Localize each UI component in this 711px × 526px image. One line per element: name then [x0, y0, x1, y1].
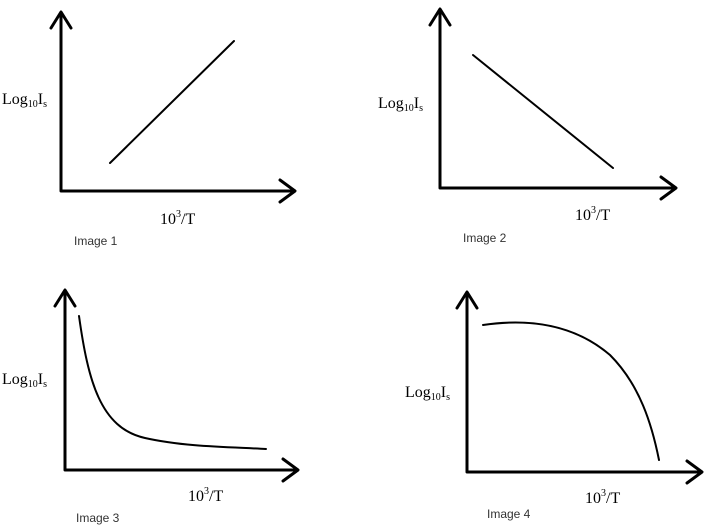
panel-3: Log10Is 103/T Image 3 — [2, 288, 300, 525]
panel-2-x-label: 103/T — [575, 205, 610, 224]
panel-3-caption: Image 3 — [76, 511, 120, 525]
panel-1-axes — [59, 13, 293, 193]
panel-3-x-arrowhead — [281, 457, 300, 483]
panel-3-decay-curve — [78, 315, 267, 450]
panel-1-y-label: Log10Is — [2, 91, 47, 110]
panel-1-x-arrowhead — [278, 178, 297, 204]
panel-2-x-arrowhead — [659, 175, 678, 201]
panel-1-y-arrowhead — [49, 10, 73, 30]
panel-2-falling-line — [472, 54, 614, 169]
panel-1-caption: Image 1 — [74, 234, 118, 248]
panel-4-axes — [465, 293, 700, 474]
panel-1-x-label: 103/T — [160, 209, 195, 228]
panel-1-rising-line — [109, 40, 235, 164]
panel-4: Log10Is 103/T Image 4 — [405, 290, 704, 521]
panel-4-x-label: 103/T — [585, 488, 620, 507]
panel-3-x-label: 103/T — [188, 486, 223, 505]
panel-4-y-arrowhead — [455, 290, 479, 310]
panel-3-y-arrowhead — [53, 288, 77, 308]
panel-3-axes — [63, 291, 296, 472]
panel-4-dropoff-curve — [482, 321, 660, 461]
panel-2-y-arrowhead — [428, 7, 452, 27]
panel-4-y-label: Log10Is — [405, 384, 450, 403]
panel-3-y-label: Log10Is — [2, 371, 47, 390]
panel-4-caption: Image 4 — [487, 507, 531, 521]
panel-4-x-arrowhead — [685, 459, 704, 485]
panel-1: Log10Is 103/T Image 1 — [2, 10, 297, 248]
panel-2-caption: Image 2 — [463, 231, 507, 245]
panel-2-axes — [438, 10, 674, 190]
panel-2: Log10Is 103/T Image 2 — [378, 7, 678, 245]
panel-2-y-label: Log10Is — [378, 95, 423, 114]
